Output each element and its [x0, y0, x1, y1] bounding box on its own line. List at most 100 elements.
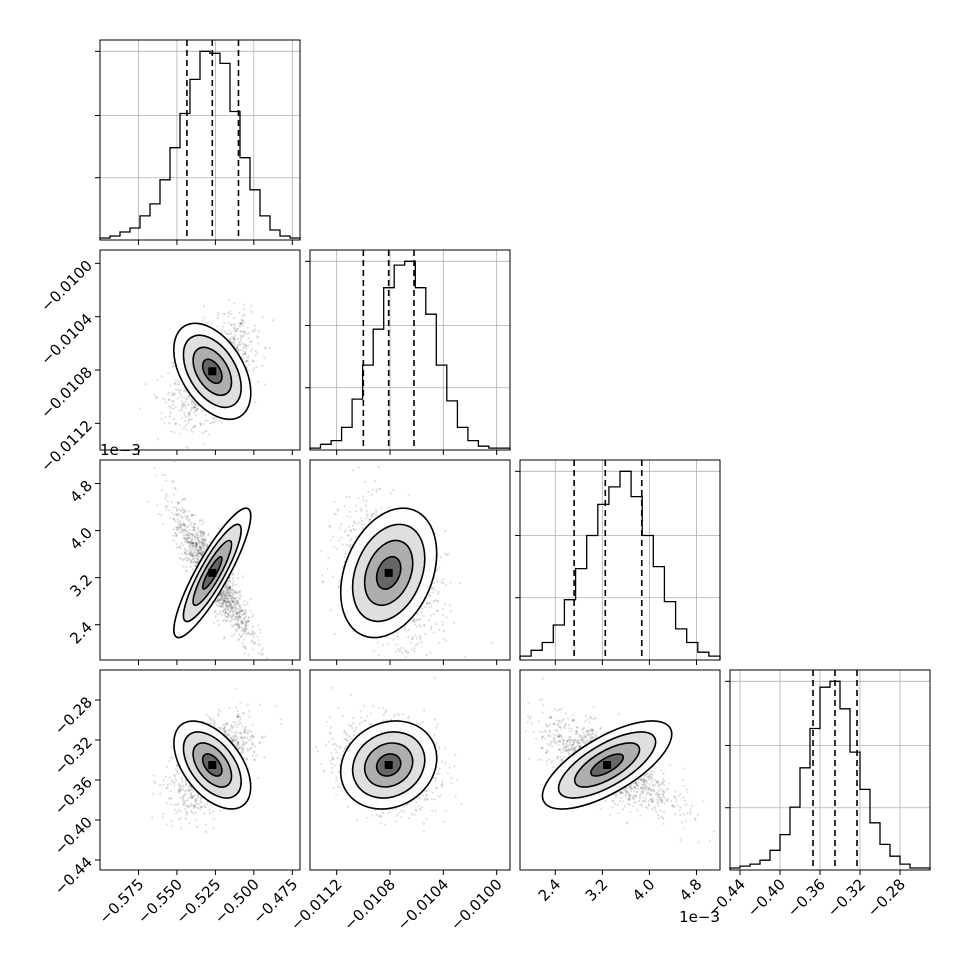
- sample-point: [239, 721, 242, 725]
- sample-point: [193, 425, 196, 428]
- sample-point: [244, 620, 247, 623]
- sample-point: [199, 532, 202, 535]
- sample-point: [189, 536, 192, 539]
- sample-point: [241, 745, 244, 749]
- sample-point: [226, 588, 229, 591]
- sample-point: [416, 642, 419, 645]
- y-tick-label: −0.0112: [37, 417, 96, 476]
- sample-point: [190, 408, 193, 411]
- sample-point: [179, 526, 182, 529]
- sample-point: [179, 810, 182, 813]
- sample-point: [207, 533, 210, 537]
- sample-point: [190, 541, 193, 544]
- sample-point: [199, 534, 203, 537]
- sample-point: [195, 545, 198, 548]
- sample-point: [233, 339, 236, 342]
- sample-point: [226, 614, 229, 618]
- sample-point: [213, 724, 216, 728]
- sample-point: [180, 408, 184, 411]
- sample-point: [181, 507, 184, 510]
- sample-point: [190, 400, 193, 403]
- sample-point: [243, 610, 246, 613]
- sample-point: [212, 421, 215, 424]
- sample-point: [227, 583, 230, 586]
- sample-point: [425, 603, 428, 606]
- sample-point: [232, 614, 235, 617]
- sample-point: [239, 590, 242, 593]
- sample-point: [238, 311, 241, 314]
- sample-point: [237, 348, 240, 351]
- sample-point: [165, 823, 168, 826]
- sample-point: [216, 599, 219, 602]
- sample-point: [221, 594, 224, 597]
- sample-point: [225, 596, 228, 599]
- sample-point: [189, 796, 192, 799]
- sample-point: [244, 608, 247, 611]
- sample-point: [236, 624, 239, 627]
- sample-point: [244, 625, 247, 628]
- sample-point: [219, 601, 223, 604]
- sample-point: [241, 324, 244, 327]
- sample-point: [239, 337, 242, 340]
- sample-point: [168, 391, 171, 394]
- sample-point: [222, 602, 225, 605]
- sample-point: [185, 529, 188, 532]
- sample-point: [224, 597, 227, 600]
- sample-point: [419, 636, 423, 639]
- sample-point: [357, 466, 360, 469]
- sample-point: [223, 599, 226, 602]
- sample-point: [372, 512, 376, 515]
- sample-point: [241, 630, 244, 633]
- sample-point: [193, 424, 196, 427]
- sample-point: [410, 648, 413, 651]
- sample-point: [174, 532, 177, 535]
- sample-point: [169, 789, 172, 793]
- sample-point: [399, 649, 402, 652]
- sample-point: [254, 642, 257, 645]
- sample-point: [197, 796, 200, 799]
- sample-point: [179, 510, 183, 513]
- sample-point: [162, 522, 165, 525]
- sample-point: [238, 593, 241, 596]
- sample-point: [193, 564, 196, 568]
- sample-point: [197, 551, 200, 555]
- sample-point: [238, 611, 242, 615]
- sample-point: [202, 531, 205, 534]
- sample-point: [229, 579, 232, 583]
- sample-point: [246, 758, 249, 761]
- sample-point: [177, 503, 180, 506]
- sample-point: [225, 601, 228, 604]
- sample-point: [171, 756, 174, 760]
- sample-point: [192, 542, 195, 545]
- sample-point: [196, 408, 199, 411]
- sample-point: [242, 321, 245, 325]
- sample-point: [224, 615, 228, 618]
- sample-point: [213, 621, 216, 624]
- sample-point: [235, 731, 238, 734]
- sample-point: [404, 650, 407, 653]
- sample-point: [175, 529, 178, 532]
- sample-point: [228, 586, 231, 589]
- sample-point: [235, 596, 238, 600]
- sample-point: [203, 430, 206, 433]
- sample-point: [188, 557, 191, 560]
- sample-point: [175, 508, 178, 511]
- sample-point: [189, 551, 192, 554]
- sample-point: [224, 586, 227, 589]
- sample-point: [381, 643, 384, 646]
- sample-point: [187, 411, 190, 415]
- sample-point: [242, 613, 245, 616]
- sample-point: [430, 625, 433, 629]
- sample-point: [397, 648, 400, 651]
- sample-point: [231, 625, 235, 628]
- sample-point: [189, 561, 192, 564]
- sample-point: [193, 406, 196, 409]
- sample-point: [210, 322, 213, 325]
- sample-point: [181, 516, 184, 519]
- sample-point: [226, 605, 229, 609]
- sample-point: [231, 738, 234, 741]
- sample-point: [202, 545, 205, 549]
- sample-point: [200, 549, 203, 552]
- sample-point: [159, 792, 162, 795]
